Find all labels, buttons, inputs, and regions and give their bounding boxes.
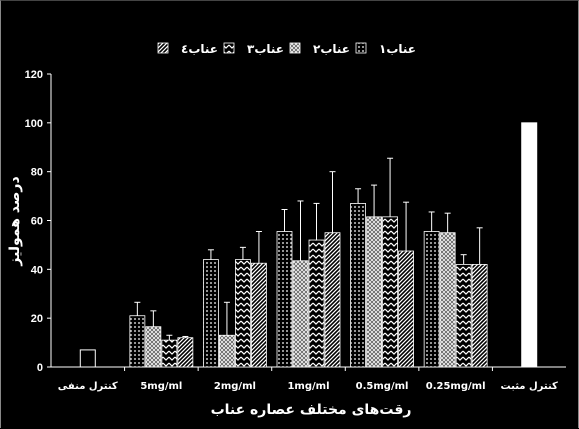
bar <box>219 334 235 368</box>
error-bar <box>255 230 262 264</box>
x-tick-label: 0.5mg/ml <box>356 381 409 392</box>
legend-label: عناب۳ <box>247 42 284 56</box>
y-tick-label: 100 <box>25 118 43 130</box>
error-bar <box>150 310 157 327</box>
y-axis-title: درصد همولیز <box>7 176 23 266</box>
bar <box>276 231 293 368</box>
error-bar <box>329 171 336 233</box>
y-tick-label: 120 <box>25 69 43 81</box>
y-tick-label: 20 <box>31 313 43 325</box>
bar <box>398 250 414 368</box>
legend-label: عناب۱ <box>379 42 416 56</box>
x-tick-label: 5mg/ml <box>140 381 182 392</box>
bar <box>324 232 341 368</box>
bar <box>145 326 162 368</box>
bar <box>251 262 267 368</box>
error-bar <box>444 212 451 233</box>
error-bar <box>281 209 288 232</box>
legend-entry: عناب٤ <box>157 42 218 56</box>
bar <box>350 203 366 368</box>
bar <box>308 239 325 368</box>
bar <box>382 216 398 368</box>
legend-label: عناب۲ <box>313 42 350 56</box>
error-bar <box>207 249 214 260</box>
y-axis: 0 20 40 60 80 100 120 <box>25 69 52 374</box>
x-tick-label: کنترل منفی <box>58 381 118 392</box>
legend: عناب۱ عناب۲ عناب۳ عناب٤ <box>157 42 416 56</box>
error-bars <box>134 157 483 341</box>
bar <box>177 337 194 368</box>
x-tick-label: 2mg/ml <box>214 381 256 392</box>
bar <box>366 216 382 368</box>
control-bar <box>521 122 538 368</box>
error-bar <box>460 254 467 265</box>
bar <box>439 232 456 368</box>
error-bar <box>182 335 189 338</box>
legend-swatch <box>223 42 235 54</box>
error-bar <box>403 201 410 252</box>
x-tick-label: کنترل مثبت <box>501 381 558 392</box>
bar <box>161 339 178 368</box>
legend-label: عناب٤ <box>181 42 218 56</box>
bar <box>455 264 472 368</box>
legend-swatch <box>355 42 367 54</box>
error-bar <box>428 211 435 232</box>
error-bar <box>297 200 304 261</box>
x-axis: کنترل منفی 5mg/ml 2mg/ml 1mg/ml 0.5mg/ml 0.25… <box>51 366 566 392</box>
error-bar <box>134 301 141 316</box>
x-tick-label: 0.25mg/ml <box>426 381 486 392</box>
error-bar <box>355 188 362 204</box>
bar <box>292 260 309 368</box>
legend-swatch <box>157 42 169 54</box>
legend-swatch <box>289 42 301 54</box>
y-tick-label: 40 <box>31 264 43 276</box>
y-tick-label: 0 <box>37 362 43 374</box>
legend-entry: عناب۲ <box>289 42 350 56</box>
y-tick-label: 80 <box>31 167 43 179</box>
bar <box>235 259 251 368</box>
error-bar <box>239 246 246 260</box>
error-bar <box>166 334 173 341</box>
control-bar <box>79 349 96 368</box>
error-bar <box>476 227 483 265</box>
x-tick-label: 1mg/ml <box>287 381 329 392</box>
y-tick-label: 60 <box>31 216 43 228</box>
bar <box>423 231 440 368</box>
legend-entry: عناب۱ <box>355 42 416 56</box>
error-bar <box>223 301 230 336</box>
error-bar <box>313 202 320 241</box>
bar <box>471 264 488 368</box>
legend-entry: عناب۳ <box>223 42 284 56</box>
bar <box>203 259 219 368</box>
error-bar <box>371 184 378 217</box>
bar <box>129 315 146 368</box>
error-bar <box>387 157 394 217</box>
x-axis-title: رقت‌های مختلف عصاره عناب <box>211 402 412 418</box>
bars <box>79 122 538 368</box>
